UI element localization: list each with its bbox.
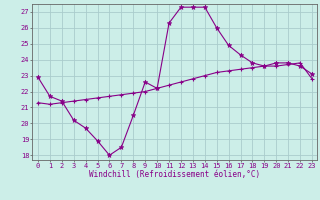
X-axis label: Windchill (Refroidissement éolien,°C): Windchill (Refroidissement éolien,°C): [89, 170, 260, 179]
